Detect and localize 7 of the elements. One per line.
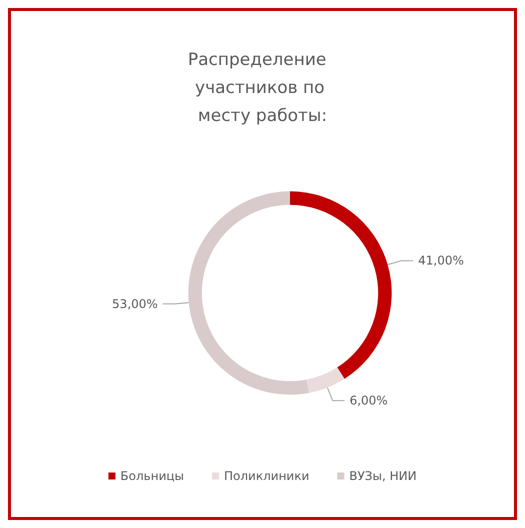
legend-label: Больницы bbox=[120, 469, 184, 483]
data-label: 6,00% bbox=[350, 394, 388, 408]
legend-label: Поликлиники bbox=[224, 469, 310, 483]
data-label: 53,00% bbox=[112, 296, 158, 311]
data-label: 41,00% bbox=[418, 254, 464, 268]
legend-label: ВУЗы, НИИ bbox=[349, 469, 417, 483]
chart-title: Распределение участников по месту работы: bbox=[188, 50, 338, 126]
